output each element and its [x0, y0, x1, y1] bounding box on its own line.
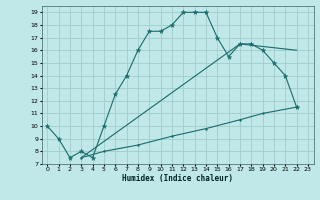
X-axis label: Humidex (Indice chaleur): Humidex (Indice chaleur) [122, 174, 233, 183]
